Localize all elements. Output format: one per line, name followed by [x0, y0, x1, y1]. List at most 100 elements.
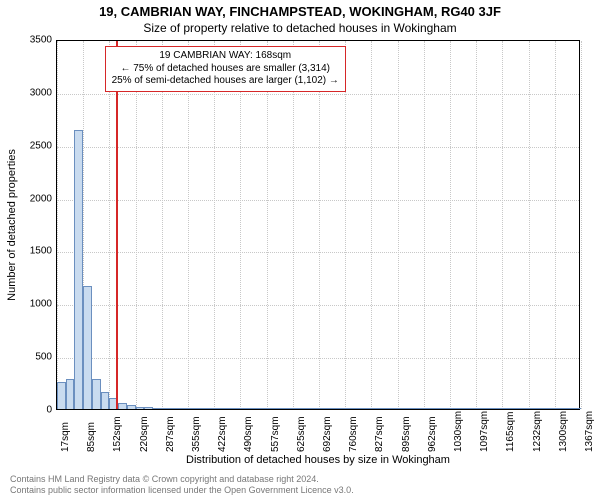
histogram-bar — [275, 408, 284, 409]
xtick-label: 287sqm — [165, 416, 176, 452]
gridline-v — [555, 41, 556, 409]
xtick-label: 85sqm — [86, 422, 97, 452]
histogram-bar — [450, 408, 459, 409]
histogram-bar — [293, 408, 302, 409]
gridline-v — [319, 41, 320, 409]
gridline-v — [267, 41, 268, 409]
histogram-bar — [74, 130, 83, 409]
gridline-v — [450, 41, 451, 409]
gridline-v — [502, 41, 503, 409]
ytick-label: 3500 — [12, 35, 52, 46]
gridline-v — [188, 41, 189, 409]
histogram-bar — [354, 408, 363, 409]
xtick-label: 220sqm — [139, 416, 150, 452]
chart-title-sub: Size of property relative to detached ho… — [0, 19, 600, 39]
gridline-v — [57, 41, 58, 409]
histogram-bar — [249, 408, 258, 409]
histogram-bar — [179, 408, 188, 409]
footer-line1: Contains HM Land Registry data © Crown c… — [10, 474, 354, 485]
histogram-bar — [284, 408, 293, 409]
histogram-bar — [57, 382, 66, 409]
histogram-bar — [502, 408, 511, 409]
xtick-label: 557sqm — [270, 416, 281, 452]
footer-line2: Contains public sector information licen… — [10, 485, 354, 496]
histogram-bar — [494, 408, 503, 409]
histogram-bar — [118, 403, 127, 409]
histogram-bar — [520, 408, 529, 409]
ytick-label: 3000 — [12, 87, 52, 98]
chart-plot-area — [56, 40, 580, 410]
histogram-bar — [92, 379, 101, 409]
histogram-bar — [476, 408, 485, 409]
y-axis-label: Number of detached properties — [6, 149, 18, 301]
histogram-bar — [415, 408, 424, 409]
histogram-bar — [389, 408, 398, 409]
histogram-bar — [546, 408, 555, 409]
histogram-bar — [424, 408, 433, 409]
histogram-bar — [136, 407, 145, 409]
histogram-bar — [258, 408, 267, 409]
annotation-line1: 19 CAMBRIAN WAY: 168sqm — [112, 50, 339, 63]
histogram-bar — [398, 408, 407, 409]
histogram-bar — [336, 408, 345, 409]
histogram-bar — [214, 408, 223, 409]
histogram-bar — [564, 408, 573, 409]
histogram-bar — [485, 408, 494, 409]
xtick-label: 1367sqm — [584, 411, 595, 452]
xtick-label: 1165sqm — [505, 412, 516, 452]
histogram-bar — [319, 408, 328, 409]
xtick-label: 152sqm — [112, 416, 123, 452]
annotation-line2: ← 75% of detached houses are smaller (3,… — [112, 63, 339, 76]
histogram-bar — [153, 408, 162, 409]
gridline-v — [476, 41, 477, 409]
histogram-bar — [83, 286, 92, 409]
xtick-label: 422sqm — [217, 416, 228, 452]
histogram-bar — [441, 408, 450, 409]
histogram-bar — [537, 408, 546, 409]
xtick-label: 760sqm — [348, 416, 359, 452]
histogram-bar — [328, 408, 337, 409]
histogram-bar — [171, 408, 180, 409]
ytick-label: 500 — [12, 352, 52, 363]
histogram-bar — [345, 408, 354, 409]
gridline-v — [162, 41, 163, 409]
histogram-bar — [406, 408, 415, 409]
histogram-bar — [188, 408, 197, 409]
histogram-bar — [529, 408, 538, 409]
xtick-label: 1300sqm — [558, 411, 569, 452]
histogram-bar — [267, 408, 276, 409]
chart-title-main: 19, CAMBRIAN WAY, FINCHAMPSTEAD, WOKINGH… — [0, 0, 600, 19]
xtick-label: 827sqm — [374, 416, 385, 452]
histogram-bar — [66, 379, 75, 409]
histogram-bar — [433, 408, 442, 409]
histogram-bar — [371, 408, 380, 409]
xtick-label: 17sqm — [60, 422, 71, 452]
histogram-bar — [205, 408, 214, 409]
gridline-v — [345, 41, 346, 409]
ytick-label: 1000 — [12, 299, 52, 310]
histogram-bar — [232, 408, 241, 409]
xtick-label: 1030sqm — [453, 411, 464, 452]
ytick-label: 2500 — [12, 140, 52, 151]
x-axis-label: Distribution of detached houses by size … — [56, 454, 580, 466]
gridline-v — [240, 41, 241, 409]
ytick-label: 1500 — [12, 246, 52, 257]
ytick-label: 0 — [12, 405, 52, 416]
histogram-bar — [363, 408, 372, 409]
footer-attribution: Contains HM Land Registry data © Crown c… — [10, 474, 354, 496]
gridline-v — [581, 41, 582, 409]
xtick-label: 962sqm — [427, 416, 438, 452]
histogram-bar — [144, 407, 153, 409]
histogram-bar — [223, 408, 232, 409]
gridline-v — [398, 41, 399, 409]
gridline-v — [371, 41, 372, 409]
histogram-bar — [310, 408, 319, 409]
xtick-label: 692sqm — [322, 416, 333, 452]
property-marker-line — [116, 41, 118, 409]
histogram-bar — [162, 408, 171, 409]
histogram-bar — [197, 408, 206, 409]
xtick-label: 895sqm — [401, 416, 412, 452]
xtick-label: 355sqm — [191, 416, 202, 452]
gridline-v — [214, 41, 215, 409]
histogram-bar — [240, 408, 249, 409]
